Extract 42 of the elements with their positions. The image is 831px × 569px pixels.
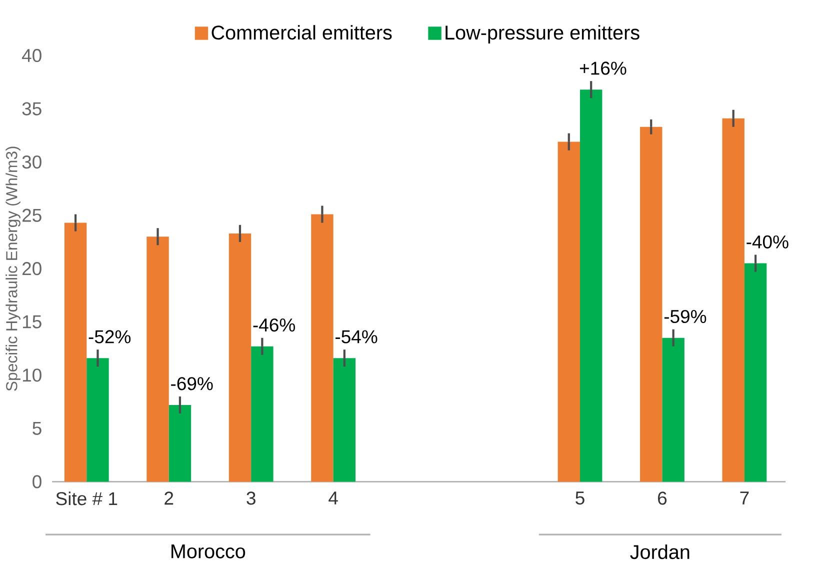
y-tick-label: 25 [22, 208, 42, 222]
text: Morocco [172, 544, 246, 558]
legend-label: Commercial emitters [212, 25, 392, 40]
annotation: -40% [746, 235, 788, 249]
bar [662, 338, 684, 482]
bar [228, 233, 252, 482]
x-tick-label: 4 [328, 492, 338, 504]
bar [311, 214, 334, 482]
x-tick-label: 3 [246, 492, 256, 505]
annotation: -69% [171, 377, 213, 390]
y-tick-label: 5 [32, 422, 42, 435]
y-tick-label: 35 [22, 102, 42, 116]
y-tick-label: 15 [22, 315, 42, 328]
bar [168, 405, 192, 482]
y-tick-label: 30 [22, 156, 42, 169]
x-tick-label: 6 [658, 492, 667, 505]
bar [744, 263, 767, 482]
x-tick-label: 2 [164, 492, 174, 505]
text: Jordan [630, 544, 690, 560]
bar [722, 118, 744, 482]
bar [558, 142, 580, 482]
y-tick-label: 10 [22, 368, 42, 382]
annotation: +16% [580, 62, 626, 75]
y-tick-label: 40 [22, 48, 42, 62]
bar [333, 358, 356, 482]
bar [146, 236, 169, 482]
x-tick-label: Site # 1 [56, 492, 118, 506]
annotation: -46% [253, 318, 295, 332]
y-tick-label: 0 [32, 475, 42, 488]
y-axis-title: Specific Hydraulic Energy (Wh/m3) [6, 146, 20, 391]
bar [86, 358, 109, 482]
annotation: -54% [336, 330, 378, 344]
bar [64, 222, 87, 482]
annotation: -52% [88, 330, 131, 344]
bar [580, 90, 602, 482]
bar [251, 346, 274, 482]
bar [640, 126, 662, 482]
x-tick-label: 5 [576, 492, 584, 505]
annotation: -59% [664, 310, 706, 324]
x-tick-label: 7 [740, 492, 749, 504]
y-tick-label: 20 [22, 262, 42, 276]
legend-label: Low-pressure emitters [446, 25, 640, 44]
